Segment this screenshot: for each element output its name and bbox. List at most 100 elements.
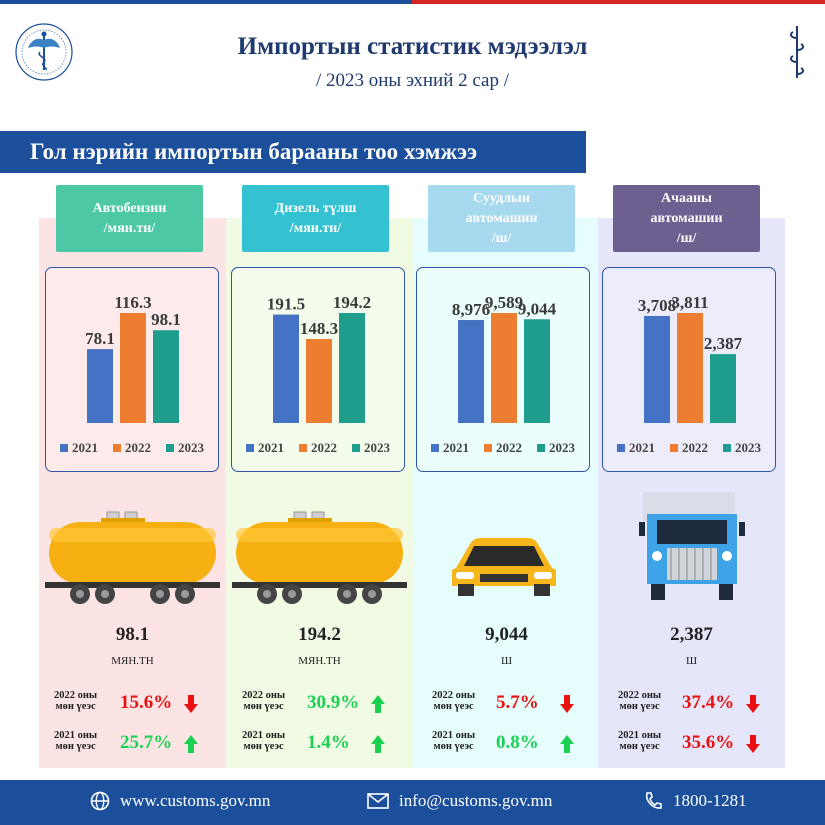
chart-panel-truck: 3,708 3,811 2,387 2021 2022 2023 (602, 267, 776, 472)
car-icon (452, 538, 556, 596)
cmp-2022-pct: 15.6% (120, 692, 173, 713)
cmp-label-line: 2021 оны (432, 730, 476, 741)
cmp-2022-label: 2022 оны мөн үеэс (54, 690, 97, 712)
legend-label: 2021 (629, 440, 655, 455)
cmp-label-line: мөн үеэс (619, 701, 660, 712)
top-accent-bar-blue (0, 0, 412, 4)
header-line: Суудлын (473, 190, 530, 206)
cmp-2022-pct: 37.4% (682, 692, 735, 713)
cmp-2021-pct: 1.4% (307, 732, 350, 753)
legend-label: 2022 (311, 440, 337, 455)
bar-2021 (273, 314, 299, 423)
footer-email[interactable]: info@customs.gov.mn (367, 791, 552, 811)
truck-icon (639, 492, 745, 600)
cmp-label-line: мөн үеэс (55, 701, 96, 712)
tank-car-icon (232, 511, 407, 604)
arrow-down-icon (746, 695, 760, 713)
bar-value-label: 3,708 (638, 296, 676, 315)
chart-panel-car: 8,976 9,589 9,044 2021 2022 2023 (416, 267, 590, 472)
bar-2023 (153, 330, 179, 423)
phone-icon (645, 792, 662, 809)
top-accent-bar-red (412, 0, 825, 4)
column-bg-gasoline (39, 218, 226, 768)
bar-value-label: 2,387 (704, 334, 743, 353)
arrow-up-icon (560, 735, 574, 753)
legend-swatch (484, 444, 492, 452)
bar-value-label: 78.1 (85, 329, 115, 348)
unit-car: Ш (500, 655, 513, 667)
cmp-label-line: мөн үеэс (243, 701, 284, 712)
phone-number: 1800-1281 (673, 791, 747, 810)
header-line: /ш/ (491, 230, 512, 246)
bar-2022 (306, 338, 332, 423)
unit-diesel: МЯН.ТН (298, 655, 341, 667)
arrow-up-icon (184, 735, 198, 753)
bar-value-label: 148.3 (300, 319, 338, 338)
chart-panel-diesel: 191.5 148.3 194.2 2021 2022 2023 (231, 267, 405, 472)
arrow-up-icon (371, 735, 385, 753)
cmp-label-line: 2022 оны (54, 690, 98, 701)
header-line: автомашин (465, 210, 538, 226)
legend-label: 2021 (72, 440, 98, 455)
section-title: Гол нэрийн импортын барааны тоо хэмжээ (0, 131, 586, 173)
cmp-2021-pct: 35.6% (682, 732, 735, 753)
arrow-down-icon (560, 695, 574, 713)
legend-label: 2021 (443, 440, 469, 455)
legend-swatch (60, 444, 68, 452)
header-truck: Ачааны автомашин /ш/ (613, 185, 760, 252)
cmp-label-line: мөн үеэс (433, 741, 474, 752)
header-line: /ш/ (676, 230, 697, 246)
arrow-up-icon (371, 695, 385, 713)
header-line: Автобензин (92, 200, 167, 216)
header-line: Дизель түлш (274, 200, 357, 216)
email-link[interactable]: info@customs.gov.mn (399, 791, 553, 810)
bar-2022 (677, 313, 703, 423)
cmp-2021-label: 2021 оны мөн үеэс (54, 730, 97, 752)
big-value-truck: 2,387 (670, 624, 713, 645)
cmp-2022-label: 2022 оны мөн үеэс (618, 690, 661, 712)
cmp-label-line: 2021 оны (242, 730, 286, 741)
big-value-diesel: 194.2 (298, 624, 341, 645)
page-subtitle: / 2023 оны эхний 2 сар / (315, 70, 509, 91)
header-car: Суудлын автомашин /ш/ (428, 185, 575, 252)
bar-value-label: 194.2 (333, 293, 371, 312)
legend-label: 2023 (549, 440, 576, 455)
legend-swatch (352, 444, 360, 452)
bar-value-label: 98.1 (151, 310, 181, 329)
legend-label: 2023 (364, 440, 391, 455)
big-value-car: 9,044 (485, 624, 528, 645)
footer-website[interactable]: www.customs.gov.mn (90, 791, 270, 811)
cmp-label-line: 2022 оны (242, 690, 286, 701)
bar-2021 (87, 349, 113, 423)
legend-label: 2022 (496, 440, 522, 455)
cmp-2021-pct: 0.8% (496, 732, 539, 753)
cmp-label-line: мөн үеэс (619, 741, 660, 752)
header-line: автомашин (650, 210, 723, 226)
bar-value-label: 191.5 (267, 295, 305, 314)
legend-swatch (113, 444, 121, 452)
legend-label: 2023 (735, 440, 762, 455)
cmp-label-line: 2021 оны (618, 730, 662, 741)
unit-truck: Ш (685, 655, 698, 667)
cmp-2022-label: 2022 оны мөн үеэс (242, 690, 285, 712)
cmp-label-line: мөн үеэс (433, 701, 474, 712)
cmp-2022-pct: 5.7% (496, 692, 539, 713)
page-title: Импортын статистик мэдээлэл (237, 33, 588, 60)
header-line: /мян.тн/ (103, 220, 156, 236)
bar-2021 (644, 315, 670, 423)
cmp-2021-label: 2021 оны мөн үеэс (618, 730, 661, 752)
legend-swatch (166, 444, 174, 452)
tank-car-icon (45, 511, 220, 604)
chart-panel-gasoline: 78.1 116.3 98.1 2021 2022 2023 (45, 267, 219, 472)
footer-phone[interactable]: 1800-1281 (643, 791, 747, 811)
legend-label: 2022 (682, 440, 708, 455)
cmp-2021-pct: 25.7% (120, 732, 173, 753)
unit-gasoline: МЯН.ТН (111, 655, 154, 667)
website-link[interactable]: www.customs.gov.mn (120, 791, 271, 810)
cmp-label-line: 2022 оны (618, 690, 662, 701)
legend-swatch (246, 444, 254, 452)
header-diesel: Дизель түлш /мян.тн/ (242, 185, 389, 252)
bar-2023 (339, 313, 365, 423)
